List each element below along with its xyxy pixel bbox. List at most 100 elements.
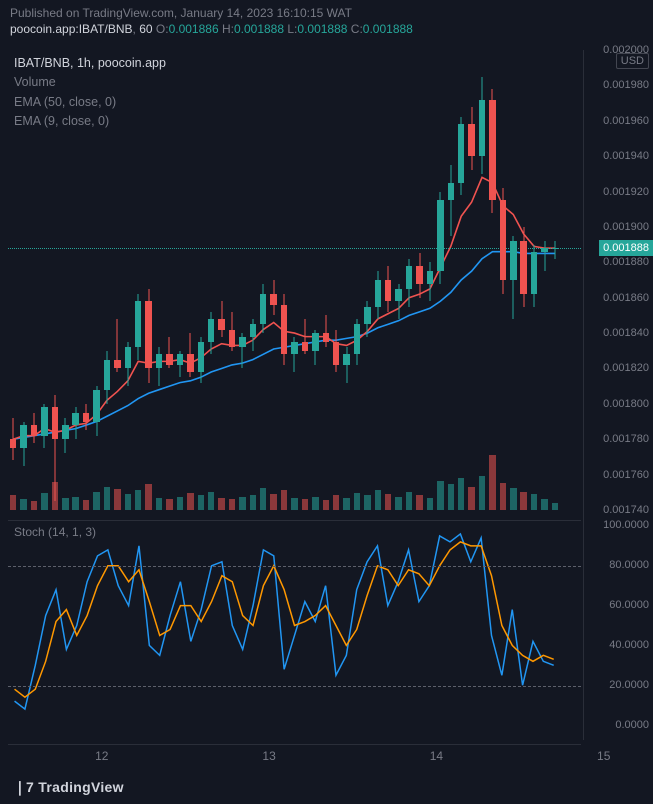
candle bbox=[510, 50, 516, 510]
stoch-panel[interactable]: Stoch (14, 1, 3) bbox=[8, 520, 581, 730]
candle bbox=[520, 50, 526, 510]
volume-bar bbox=[406, 492, 412, 510]
volume-bar bbox=[333, 495, 339, 510]
x-tick-label: 12 bbox=[95, 749, 108, 763]
volume-bar bbox=[239, 497, 245, 510]
y-tick-label: 0.001960 bbox=[603, 115, 649, 127]
ohlc-bar: poocoin.app:IBAT/BNB, 60 O:0.001886 H:0.… bbox=[0, 22, 653, 40]
candle bbox=[364, 50, 370, 510]
candle bbox=[166, 50, 172, 510]
volume-bar bbox=[416, 495, 422, 510]
legend-title: IBAT/BNB, 1h, poocoin.app bbox=[14, 54, 166, 73]
l-label: L: bbox=[287, 22, 297, 36]
chart-area[interactable]: Stoch (14, 1, 3) bbox=[8, 50, 581, 740]
y-tick-label: 0.001980 bbox=[603, 79, 649, 91]
publish-header: Published on TradingView.com, January 14… bbox=[0, 0, 653, 22]
stoch-y-label: 80.0000 bbox=[609, 559, 649, 571]
volume-bar bbox=[20, 499, 26, 510]
volume-bar bbox=[145, 484, 151, 510]
volume-bar bbox=[125, 494, 131, 510]
volume-bar bbox=[364, 495, 370, 510]
candle bbox=[198, 50, 204, 510]
stoch-y-label: 20.0000 bbox=[609, 679, 649, 691]
tradingview-logo: ❘7 TradingView bbox=[14, 779, 124, 796]
volume-bar bbox=[468, 487, 474, 510]
volume-bar bbox=[218, 498, 224, 510]
candle bbox=[208, 50, 214, 510]
y-tick-label: 0.001740 bbox=[603, 504, 649, 516]
volume-bar bbox=[489, 455, 495, 510]
candle bbox=[333, 50, 339, 510]
volume-bar bbox=[114, 489, 120, 510]
volume-bar bbox=[520, 492, 526, 510]
candle bbox=[479, 50, 485, 510]
y-tick-label: 0.001880 bbox=[603, 256, 649, 268]
y-tick-label: 0.001920 bbox=[603, 186, 649, 198]
volume-bar bbox=[177, 497, 183, 510]
volume-bar bbox=[448, 484, 454, 510]
volume-bar bbox=[166, 499, 172, 510]
volume-bar bbox=[260, 488, 266, 510]
volume-bar bbox=[10, 495, 16, 510]
volume-bar bbox=[198, 495, 204, 510]
candle bbox=[448, 50, 454, 510]
y-tick-label: 0.001840 bbox=[603, 327, 649, 339]
x-tick-label: 15 bbox=[597, 749, 610, 763]
volume-bar bbox=[156, 498, 162, 510]
h-label: H: bbox=[222, 22, 234, 36]
volume-bar bbox=[270, 494, 276, 510]
candle bbox=[354, 50, 360, 510]
publish-text: Published on TradingView.com, January 14… bbox=[10, 6, 352, 20]
x-tick-label: 13 bbox=[262, 749, 275, 763]
volume-bar bbox=[281, 490, 287, 510]
c-label: C: bbox=[351, 22, 363, 36]
volume-bar bbox=[458, 478, 464, 510]
c-val: 0.001888 bbox=[363, 22, 413, 36]
volume-bar bbox=[541, 499, 547, 510]
candle bbox=[406, 50, 412, 510]
volume-bar bbox=[72, 497, 78, 510]
o-label: O: bbox=[156, 22, 169, 36]
volume-bar bbox=[323, 500, 329, 510]
candle bbox=[302, 50, 308, 510]
volume-bar bbox=[437, 481, 443, 510]
interval: 60 bbox=[139, 22, 152, 36]
volume-bar bbox=[312, 497, 318, 510]
candle bbox=[541, 50, 547, 510]
candle bbox=[218, 50, 224, 510]
stoch-overlay bbox=[8, 521, 581, 730]
candle bbox=[385, 50, 391, 510]
candle bbox=[260, 50, 266, 510]
x-tick-label: 14 bbox=[430, 749, 443, 763]
x-axis: 12131415 bbox=[8, 744, 581, 768]
volume-bar bbox=[354, 493, 360, 510]
stoch-k-line bbox=[15, 534, 554, 709]
candle bbox=[291, 50, 297, 510]
volume-bar bbox=[187, 493, 193, 510]
stoch-y-label: 0.0000 bbox=[615, 719, 649, 731]
volume-bar bbox=[31, 501, 37, 510]
volume-bar bbox=[375, 490, 381, 510]
volume-bar bbox=[479, 476, 485, 510]
candle bbox=[281, 50, 287, 510]
candle bbox=[229, 50, 235, 510]
candle bbox=[416, 50, 422, 510]
volume-bar bbox=[385, 494, 391, 510]
y-tick-label: 0.001760 bbox=[603, 469, 649, 481]
stoch-y-label: 40.0000 bbox=[609, 639, 649, 651]
candle bbox=[427, 50, 433, 510]
legend-volume: Volume bbox=[14, 73, 166, 92]
candle bbox=[312, 50, 318, 510]
volume-bar bbox=[62, 498, 68, 510]
y-tick-label: 0.001820 bbox=[603, 362, 649, 374]
candle bbox=[437, 50, 443, 510]
y-tick-label: 0.001900 bbox=[603, 221, 649, 233]
volume-bar bbox=[93, 492, 99, 510]
legend-ema9: EMA (9, close, 0) bbox=[14, 112, 166, 131]
volume-bar bbox=[427, 498, 433, 510]
volume-bar bbox=[552, 503, 558, 510]
h-val: 0.001888 bbox=[234, 22, 284, 36]
volume-bar bbox=[41, 493, 47, 510]
volume-bar bbox=[52, 482, 58, 510]
candle bbox=[489, 50, 495, 510]
